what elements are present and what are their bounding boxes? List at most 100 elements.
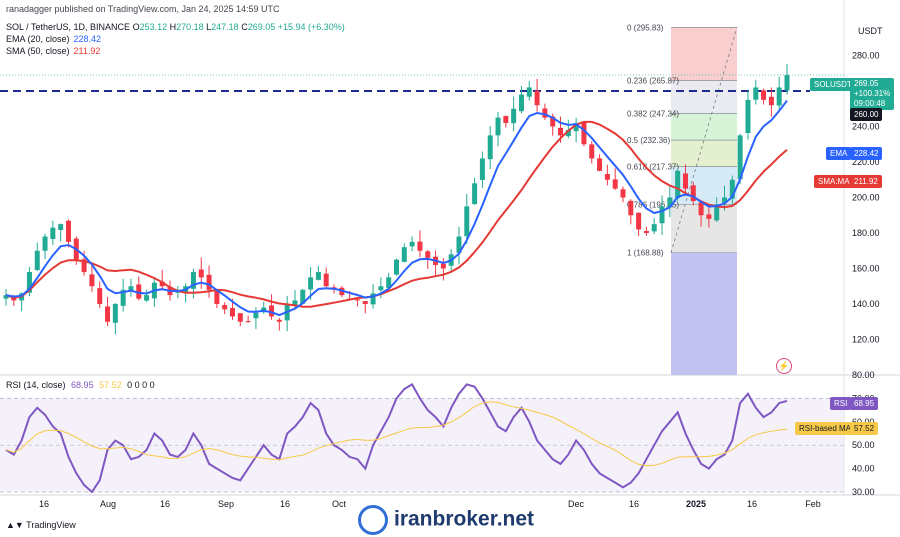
time-tick-label: Feb [805, 499, 821, 509]
rsi-ma-axis-label: RSI-based MA [795, 422, 856, 435]
candle-body [511, 108, 517, 124]
ema-legend[interactable]: EMA (20, close) 228.42 [6, 34, 101, 44]
alert-bolt-icon[interactable]: ⚡ [776, 358, 792, 374]
candle-body [50, 227, 56, 239]
tradingview-logo[interactable]: ▲▼ TradingView [6, 520, 76, 530]
candle-body [105, 306, 111, 322]
sma-line [5, 120, 788, 308]
candle-body [550, 116, 556, 127]
fib-zone-0 [671, 27, 737, 81]
rsi-legend-ma: 57.52 [99, 380, 122, 390]
candle-body [26, 272, 32, 293]
fib-zone-0.5 [671, 140, 737, 167]
time-tick-label: Aug [100, 499, 116, 509]
candle-body [651, 224, 657, 232]
tradingview-icon: ▲▼ [6, 520, 24, 530]
time-tick-label: 16 [39, 499, 49, 509]
fib-label-1: 1 (168.88) [627, 249, 664, 258]
sma-axis-label: SMA:MA [814, 175, 854, 188]
candle-body [464, 206, 470, 237]
candle-body [34, 250, 40, 271]
candle-body [42, 236, 48, 251]
candle-body [526, 87, 532, 97]
candle-body [417, 241, 423, 251]
candle-body [136, 284, 142, 299]
candle-body [245, 321, 251, 323]
countdown: 09:00:48 [854, 99, 886, 108]
rsi-tick-label: 80.00 [852, 370, 875, 380]
last-price: 269.05 [854, 79, 879, 88]
candle-body [643, 231, 649, 233]
candle-body [690, 185, 696, 202]
time-tick-label: Dec [568, 499, 585, 509]
rsi-ma-line [5, 401, 788, 467]
rsi-legend-value: 68.95 [71, 380, 94, 390]
candle-body [659, 206, 665, 224]
time-tick-label: 16 [280, 499, 290, 509]
fib-label-0.618: 0.618 (217.37) [627, 163, 679, 172]
candle-body [784, 74, 790, 91]
level-260-tag: 260.00 [850, 108, 883, 121]
candle-body [472, 183, 478, 205]
candle-body [11, 297, 17, 301]
fib-label-0.5: 0.5 (232.36) [627, 136, 670, 145]
candle-body [58, 224, 64, 230]
candle-body [682, 173, 688, 189]
fib-zone-0.382 [671, 113, 737, 141]
candle-body [597, 158, 603, 171]
sma-legend[interactable]: SMA (50, close) 211.92 [6, 46, 100, 56]
candle-body [534, 90, 540, 106]
price-tick-label: 120.00 [852, 335, 880, 345]
candle-body [237, 313, 243, 322]
candle-body [487, 135, 493, 160]
candle-body [761, 90, 767, 100]
change-pct: +100.31% [854, 89, 891, 98]
rsi-tick-label: 40.00 [852, 464, 875, 474]
sma-value: 211.92 [73, 46, 101, 56]
candle-body [628, 200, 634, 216]
rsi-legend[interactable]: RSI (14, close) 68.95 57.52 0 0 0 0 [6, 380, 155, 390]
last-price-tag: 269.05 +100.31% 09:00:48 [850, 78, 895, 110]
candle-body [206, 274, 212, 290]
rsi-axis-value: 68.95 [850, 397, 879, 410]
rsi-tick-label: 60.00 [852, 417, 875, 427]
candle-body [315, 272, 321, 280]
ohlc-c-label: C [238, 22, 248, 32]
candle-body [81, 259, 87, 273]
candle-body [675, 170, 681, 199]
ema-label: EMA (20, close) [6, 34, 70, 44]
candle-body [269, 305, 275, 317]
watermark: iranbroker.net [358, 505, 534, 535]
candle-body [175, 291, 181, 293]
sma-label: SMA (50, close) [6, 46, 70, 56]
watermark-icon [358, 505, 388, 535]
candle-body [144, 295, 150, 301]
candle-body [323, 273, 329, 287]
candle-body [581, 122, 587, 145]
fib-label-0.236: 0.236 (265.87) [627, 77, 679, 86]
candle-body [722, 197, 728, 204]
candle-body [354, 299, 360, 301]
fib-label-0.786: 0.786 (196.05) [627, 201, 679, 210]
candle-body [300, 289, 306, 304]
price-tick-label: 240.00 [852, 122, 880, 132]
ohlc-o-label: O [132, 22, 140, 32]
rsi-legend-extra: 0 0 0 0 [127, 380, 155, 390]
time-tick-label: 16 [160, 499, 170, 509]
ohlc-l-value: 247.18 [211, 22, 239, 32]
candle-body [495, 117, 501, 136]
candle-body [612, 179, 618, 189]
candle-body [198, 269, 204, 278]
candle-body [308, 277, 314, 290]
candle-body [636, 212, 642, 230]
watermark-text: iranbroker.net [394, 507, 535, 531]
candle-body [425, 251, 431, 258]
candle-body [573, 122, 579, 132]
candle-body [558, 127, 564, 136]
candle-body [768, 96, 774, 106]
candle-body [542, 108, 548, 118]
candle-body [604, 173, 610, 180]
rsi-ma-axis-value: 57.52 [850, 422, 879, 435]
publisher-credit: ranadagger published on TradingView.com,… [6, 4, 280, 14]
